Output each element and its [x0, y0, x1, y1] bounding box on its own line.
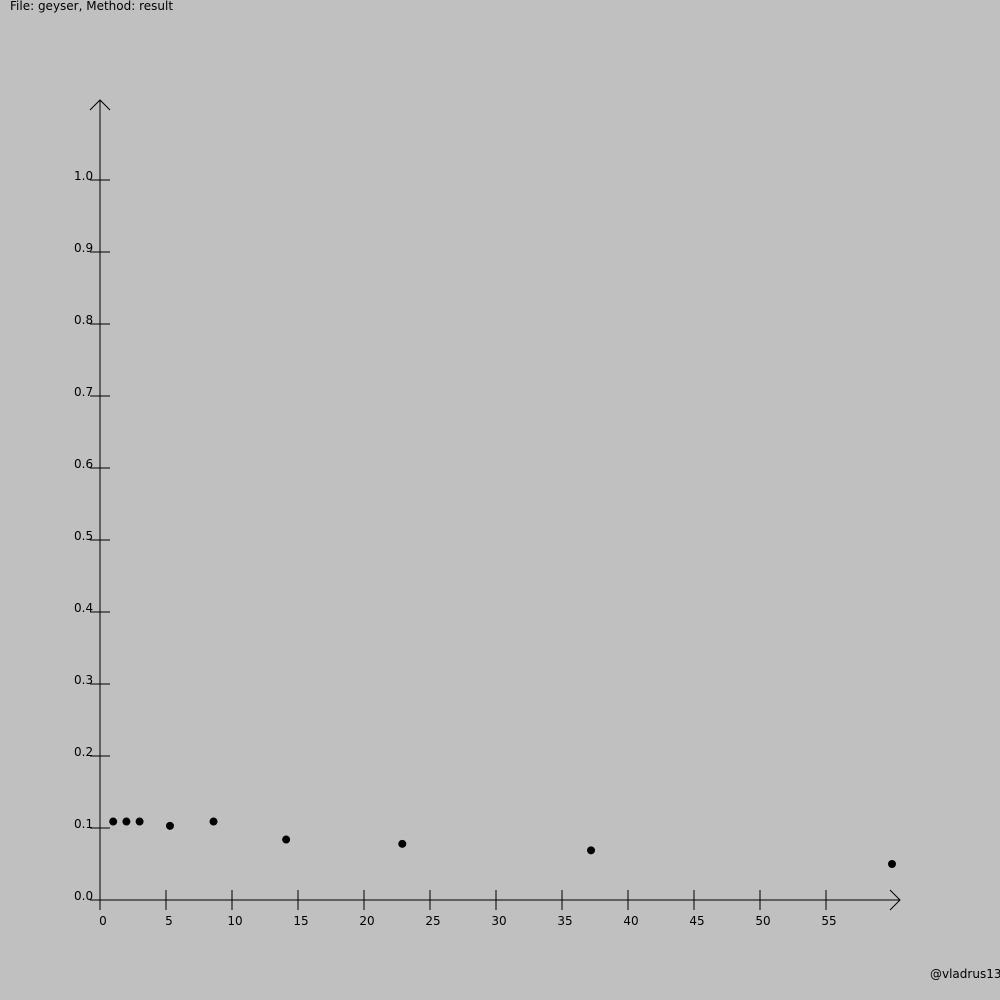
x-tick-label: 25 — [425, 914, 440, 928]
x-tick-label: 10 — [227, 914, 242, 928]
y-tick-label: 0.6 — [74, 457, 93, 471]
y-tick-label: 0.7 — [74, 385, 93, 399]
x-tick-label: 30 — [491, 914, 506, 928]
x-tick-label: 5 — [165, 914, 173, 928]
data-point — [109, 817, 118, 826]
y-axis-arrowhead — [89, 99, 111, 111]
data-point — [209, 817, 218, 826]
data-point — [587, 846, 596, 855]
data-point — [398, 839, 407, 848]
y-tick-label: 0.9 — [74, 241, 93, 255]
chart-title: File: geyser, Method: result — [10, 0, 174, 13]
y-tick-label: 0.3 — [74, 673, 93, 687]
x-tick-label: 15 — [293, 914, 308, 928]
data-point — [282, 835, 291, 844]
x-tick-label: 45 — [689, 914, 704, 928]
data-point — [122, 817, 131, 826]
y-tick-label: 0.4 — [74, 601, 93, 615]
y-tick-label: 0.2 — [74, 745, 93, 759]
x-tick-label: 55 — [821, 914, 836, 928]
x-tick-label: 0 — [99, 914, 107, 928]
x-tick-label: 50 — [755, 914, 770, 928]
data-point — [888, 860, 896, 868]
data-point — [165, 821, 174, 830]
x-tick-label: 35 — [557, 914, 572, 928]
y-tick-label: 1.0 — [74, 169, 93, 183]
x-tick-label: 40 — [623, 914, 638, 928]
y-tick-label: 0.8 — [74, 313, 93, 327]
y-tick-label: 0.5 — [74, 529, 93, 543]
x-axis-arrowhead — [889, 889, 901, 911]
data-point — [135, 817, 144, 826]
y-tick-label: 0.0 — [74, 889, 93, 903]
y-tick-label: 0.1 — [74, 817, 93, 831]
x-tick-label: 20 — [359, 914, 374, 928]
author-watermark: @vladrus13 — [930, 967, 1000, 981]
